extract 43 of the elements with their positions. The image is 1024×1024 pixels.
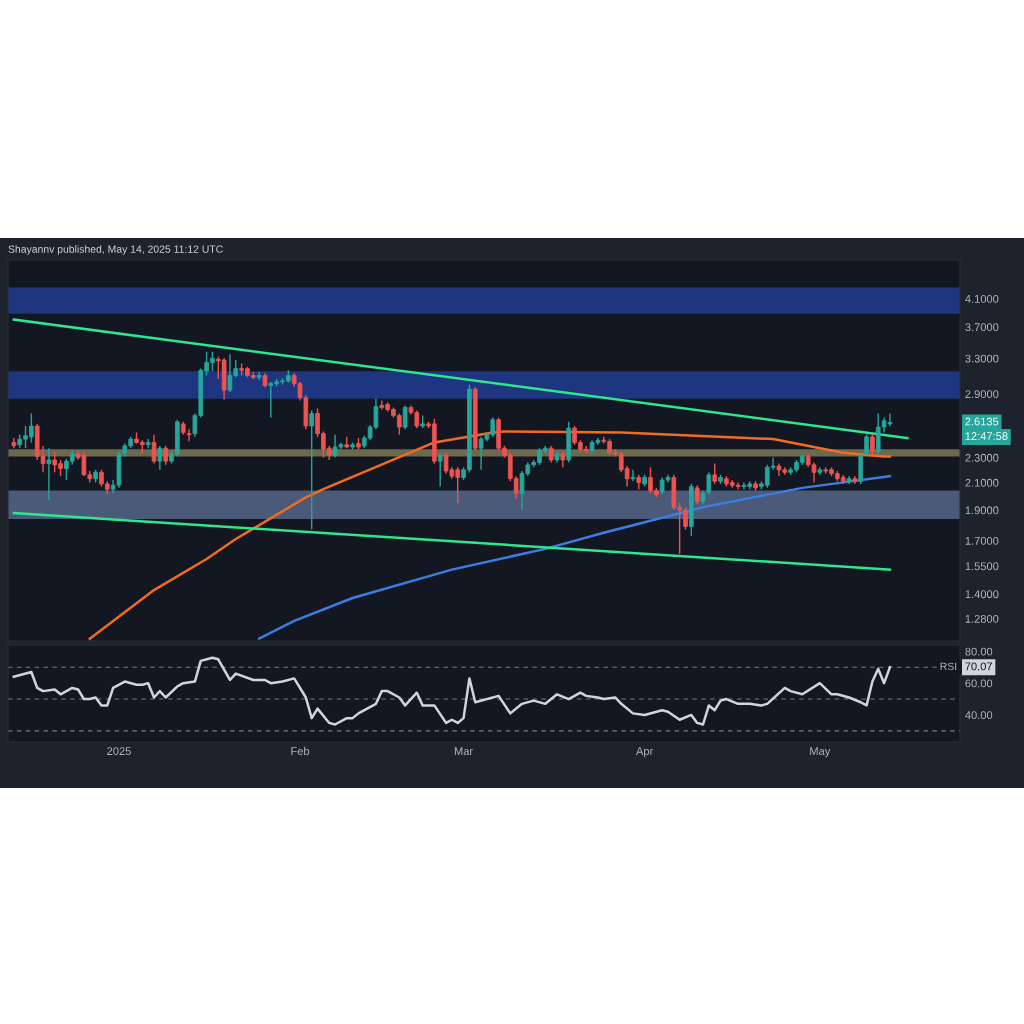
candlestick bbox=[694, 484, 700, 506]
y-tick-label: 40.00 bbox=[965, 711, 993, 720]
text: 70.07 bbox=[965, 662, 993, 671]
line-series bbox=[12, 656, 892, 726]
y-tick-label: 3.7000 bbox=[965, 323, 999, 332]
candlestick bbox=[256, 371, 262, 381]
y-tick-label: 3.3000 bbox=[965, 354, 999, 363]
candlestick bbox=[163, 445, 169, 466]
chart-title: Shayannv published, May 14, 2025 11:12 UTC bbox=[8, 245, 223, 255]
y-tick-label: 1.7000 bbox=[965, 536, 999, 545]
y-tick-label: 2.1000 bbox=[965, 478, 999, 487]
y-tick-label: 1.9000 bbox=[965, 506, 999, 515]
y-tick-label: 1.2800 bbox=[965, 614, 999, 623]
candlestick bbox=[630, 469, 636, 482]
candlestick bbox=[309, 409, 315, 531]
y-tick-label: 4.1000 bbox=[965, 294, 999, 303]
text: 12:47:58 bbox=[965, 432, 1008, 440]
text: 2.6135 bbox=[965, 417, 999, 426]
x-tick-label: May bbox=[810, 747, 831, 758]
candlestick bbox=[157, 445, 163, 471]
candlestick bbox=[712, 462, 718, 485]
line-series bbox=[88, 430, 892, 640]
x-tick-label: Apr bbox=[635, 747, 654, 758]
candlestick bbox=[870, 432, 875, 455]
candlestick bbox=[706, 471, 712, 496]
candlestick bbox=[402, 404, 408, 430]
candlestick bbox=[151, 433, 157, 465]
y-tick-label: 1.4000 bbox=[965, 590, 999, 599]
candlestick bbox=[437, 452, 443, 488]
candlestick bbox=[46, 447, 52, 501]
candlestick bbox=[145, 438, 151, 449]
y-tick-label: 2.9000 bbox=[965, 390, 999, 399]
y-tick-label: 80.00 bbox=[965, 647, 993, 656]
y-tick-label: 2.3000 bbox=[965, 453, 999, 462]
x-tick-label: Mar bbox=[454, 747, 473, 756]
candlestick bbox=[864, 433, 869, 456]
y-tick-label: 60.00 bbox=[965, 679, 993, 688]
x-tick-label: Feb bbox=[291, 746, 310, 756]
legend-label: RSI bbox=[940, 662, 957, 671]
candlestick bbox=[186, 428, 192, 443]
y-tick-label: 1.5500 bbox=[965, 562, 999, 571]
x-tick-label: 2025 bbox=[107, 747, 131, 756]
line-series bbox=[257, 474, 892, 640]
